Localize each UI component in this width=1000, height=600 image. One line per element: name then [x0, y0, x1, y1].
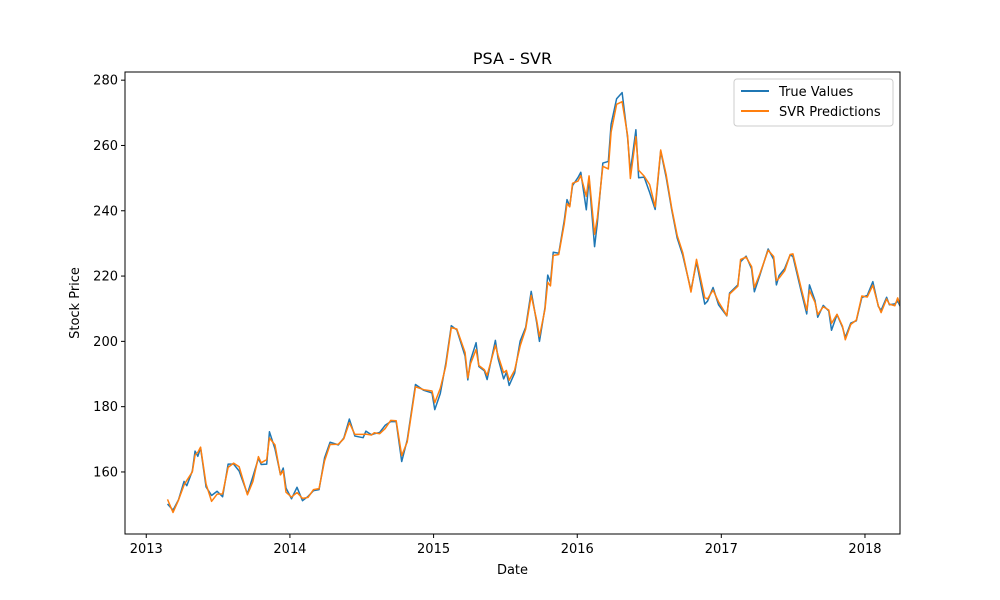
x-tick-label: 2018	[848, 542, 881, 557]
y-tick-label: 260	[93, 139, 118, 154]
x-axis: 2013 2014 2015 2016 2017 2018	[130, 534, 882, 557]
y-tick-label: 280	[93, 74, 118, 89]
x-tick-label: 2013	[130, 542, 163, 557]
x-tick-label: 2016	[561, 542, 594, 557]
legend-label-true-values: True Values	[778, 85, 853, 100]
legend: True Values SVR Predictions	[733, 78, 894, 127]
y-axis: 160 180 200 220 240 260 280	[93, 74, 125, 480]
y-tick-label: 220	[93, 270, 118, 285]
y-tick-label: 180	[93, 400, 118, 415]
plot-area	[166, 91, 900, 514]
series-layer	[166, 91, 900, 514]
legend-label-svr-predictions: SVR Predictions	[779, 105, 881, 120]
y-axis-title: Stock Price	[68, 267, 83, 339]
y-tick-label: 200	[93, 335, 118, 350]
y-tick-label: 160	[93, 465, 118, 480]
x-tick-label: 2015	[417, 542, 450, 557]
x-axis-title: Date	[497, 563, 528, 578]
series-line-svr-predictions	[166, 100, 900, 514]
y-tick-label: 240	[93, 204, 118, 219]
x-tick-label: 2017	[705, 542, 738, 557]
legend-box	[733, 78, 894, 127]
chart-title: PSA - SVR	[473, 49, 552, 68]
plot-frame	[124, 71, 901, 535]
x-tick-label: 2014	[273, 542, 306, 557]
